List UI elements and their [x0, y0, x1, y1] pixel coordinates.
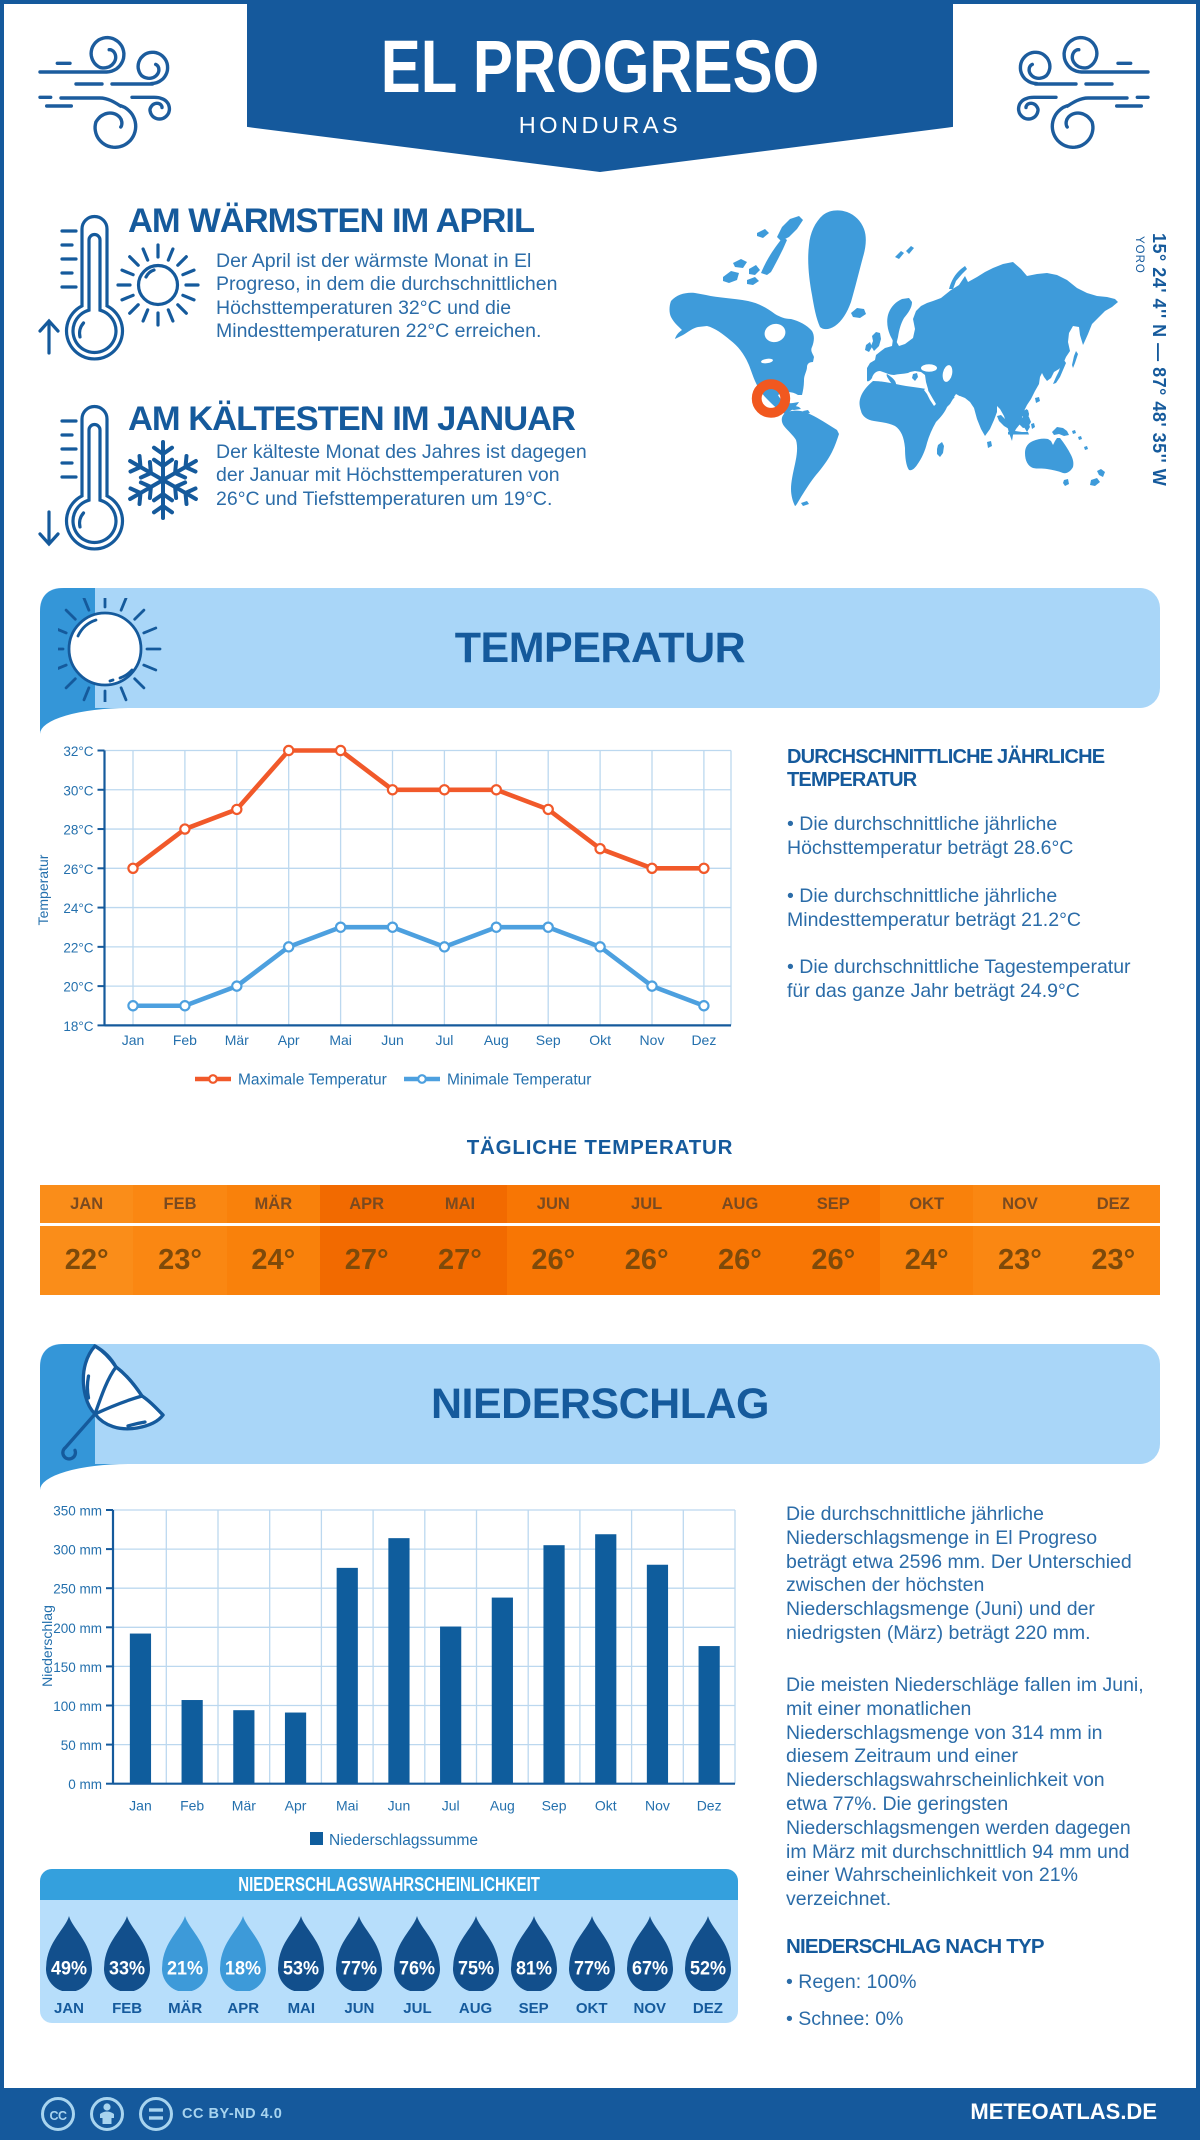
svg-text:22°C: 22°C [63, 940, 93, 955]
svg-text:Mär: Mär [225, 1032, 249, 1048]
svg-text:CC: CC [49, 2109, 67, 2123]
svg-text:Jan: Jan [129, 1798, 152, 1814]
svg-text:26°C: 26°C [63, 862, 93, 877]
svg-text:24°C: 24°C [63, 901, 93, 916]
svg-text:50 mm: 50 mm [61, 1738, 102, 1753]
svg-text:49%: 49% [51, 1958, 87, 1980]
svg-text:81%: 81% [516, 1958, 552, 1980]
svg-text:Okt: Okt [589, 1032, 611, 1048]
svg-text:Jan: Jan [122, 1032, 145, 1048]
svg-text:Dez: Dez [697, 1798, 722, 1814]
svg-text:0 mm: 0 mm [68, 1777, 102, 1792]
svg-text:Feb: Feb [173, 1032, 197, 1048]
svg-text:Minimale Temperatur: Minimale Temperatur [447, 1072, 591, 1089]
svg-text:Jun: Jun [381, 1032, 404, 1048]
svg-text:Mai: Mai [329, 1032, 352, 1048]
svg-text:Jun: Jun [388, 1798, 411, 1814]
svg-text:75%: 75% [458, 1958, 494, 1980]
svg-text:Okt: Okt [595, 1798, 617, 1814]
svg-text:Maximale Temperatur: Maximale Temperatur [238, 1072, 387, 1089]
svg-text:200 mm: 200 mm [53, 1621, 102, 1636]
svg-text:100 mm: 100 mm [53, 1699, 102, 1714]
svg-text:28°C: 28°C [63, 823, 93, 838]
svg-text:Mai: Mai [336, 1798, 359, 1814]
svg-text:30°C: 30°C [63, 783, 93, 798]
svg-text:Nov: Nov [640, 1032, 665, 1048]
svg-text:77%: 77% [341, 1958, 377, 1980]
svg-text:Temperatur: Temperatur [35, 854, 51, 925]
svg-text:18°C: 18°C [63, 1019, 93, 1034]
svg-text:Nov: Nov [645, 1798, 670, 1814]
svg-text:32°C: 32°C [63, 744, 93, 759]
svg-text:Sep: Sep [536, 1032, 561, 1048]
svg-text:Apr: Apr [278, 1032, 300, 1048]
svg-text:Mär: Mär [232, 1798, 256, 1814]
svg-text:Apr: Apr [285, 1798, 307, 1814]
svg-text:67%: 67% [632, 1958, 668, 1980]
svg-text:Sep: Sep [542, 1798, 567, 1814]
svg-text:20°C: 20°C [63, 980, 93, 995]
svg-text:33%: 33% [109, 1958, 145, 1980]
svg-text:Jul: Jul [442, 1798, 460, 1814]
svg-text:Aug: Aug [484, 1032, 509, 1048]
svg-text:Jul: Jul [435, 1032, 453, 1048]
svg-text:21%: 21% [167, 1958, 203, 1980]
svg-text:Dez: Dez [691, 1032, 716, 1048]
svg-text:Niederschlag: Niederschlag [39, 1605, 55, 1687]
svg-text:Aug: Aug [490, 1798, 515, 1814]
svg-text:53%: 53% [283, 1958, 319, 1980]
svg-text:150 mm: 150 mm [53, 1660, 102, 1675]
svg-text:300 mm: 300 mm [53, 1543, 102, 1558]
svg-text:350 mm: 350 mm [53, 1504, 102, 1519]
svg-text:Feb: Feb [180, 1798, 204, 1814]
svg-text:77%: 77% [574, 1958, 610, 1980]
svg-text:76%: 76% [399, 1958, 435, 1980]
svg-text:Niederschlagssumme: Niederschlagssumme [329, 1832, 478, 1849]
svg-text:52%: 52% [690, 1958, 726, 1980]
svg-text:250 mm: 250 mm [53, 1582, 102, 1597]
svg-text:18%: 18% [225, 1958, 261, 1980]
